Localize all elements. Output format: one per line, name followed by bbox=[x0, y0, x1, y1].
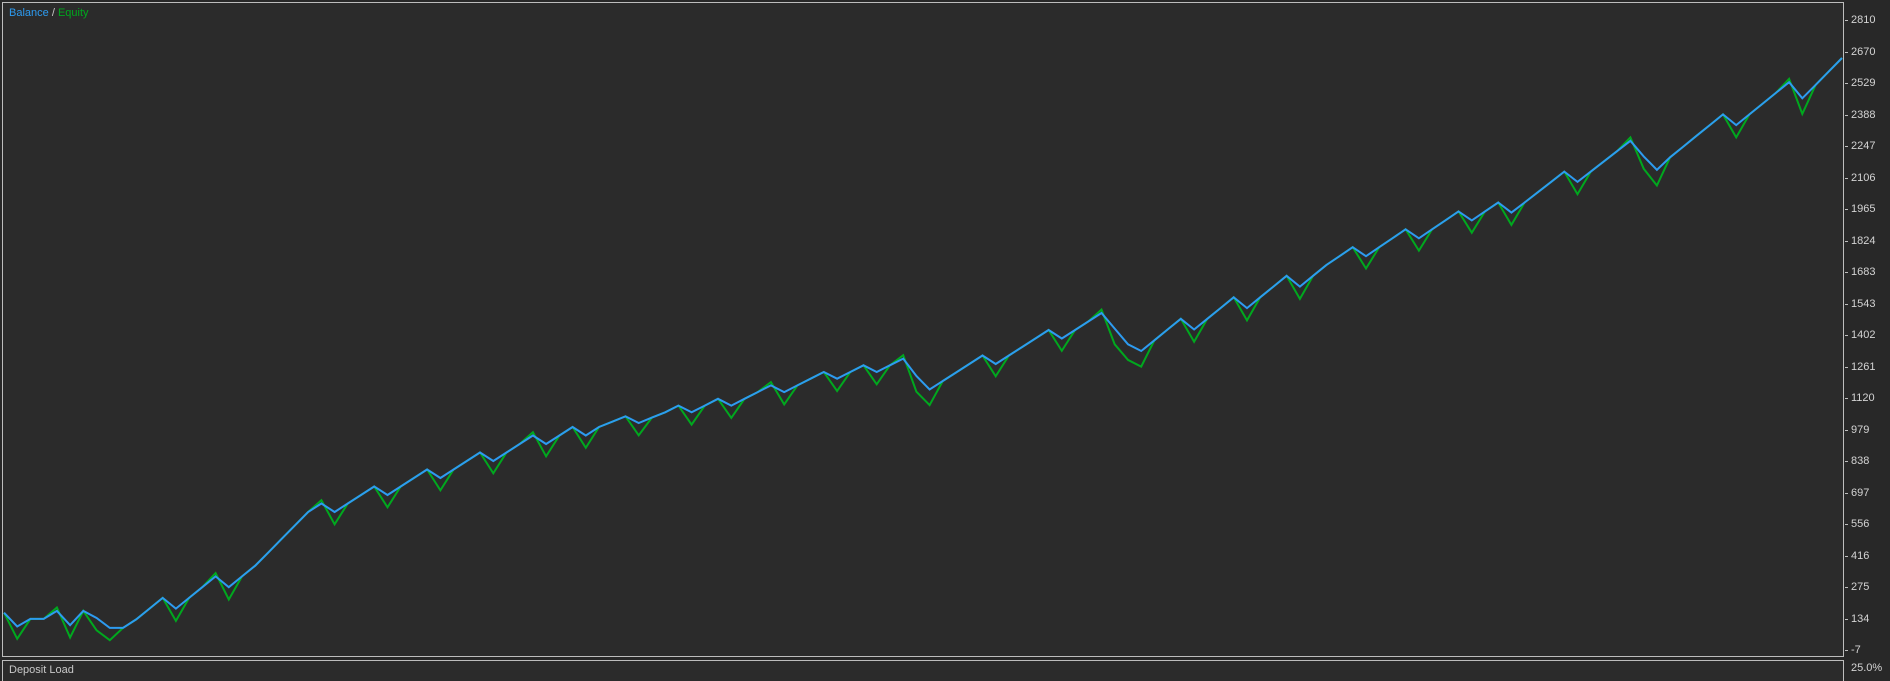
y-axis-tick bbox=[1845, 83, 1848, 84]
y-axis-tick bbox=[1845, 429, 1848, 431]
y-axis-label: 2106 bbox=[1851, 171, 1876, 184]
y-axis-tick bbox=[1845, 209, 1848, 210]
y-axis-tick bbox=[1845, 272, 1848, 273]
balance-line bbox=[3, 57, 1843, 629]
y-axis-tick bbox=[1845, 114, 1848, 116]
chart-legend: Balance / Equity bbox=[9, 7, 89, 20]
y-axis-label: 2810 bbox=[1851, 14, 1876, 26]
y-axis-label: 1683 bbox=[1851, 266, 1876, 278]
y-axis-label: 1261 bbox=[1851, 360, 1876, 373]
y-axis: 2810 2670 2529 2388 2247 2106 1965 1824 1683 1543… bbox=[1845, 0, 1890, 681]
y-axis-tick bbox=[1845, 524, 1848, 525]
y-axis-label: 1120 bbox=[1851, 392, 1875, 404]
y-axis-tick bbox=[1845, 240, 1848, 242]
y-axis-tick bbox=[1845, 146, 1848, 147]
deposit-load-pane[interactable]: Deposit Load bbox=[2, 660, 1844, 681]
y-axis-label: 2247 bbox=[1851, 140, 1876, 152]
y-axis-tick bbox=[1845, 650, 1848, 651]
equity-line bbox=[3, 57, 1843, 642]
y-axis-tick bbox=[1845, 335, 1848, 336]
legend-equity-label: Equity bbox=[57, 7, 89, 19]
legend-balance-label: Balance bbox=[9, 7, 49, 19]
y-axis-label: 275 bbox=[1851, 581, 1870, 593]
y-axis-tick bbox=[1845, 461, 1848, 462]
y-axis-tick bbox=[1845, 366, 1848, 368]
deposit-scale-top-label: 25.0% bbox=[1851, 662, 1883, 674]
y-axis-tick bbox=[1845, 555, 1848, 557]
y-axis-label: 556 bbox=[1851, 518, 1870, 530]
y-axis-tick bbox=[1845, 51, 1848, 53]
y-axis-tick bbox=[1845, 398, 1848, 399]
deposit-load-label: Deposit Load bbox=[9, 664, 74, 676]
y-axis-label: 416 bbox=[1851, 549, 1870, 562]
legend-separator: / bbox=[48, 7, 58, 19]
y-axis-label: 1824 bbox=[1851, 234, 1876, 247]
y-axis-label: 2388 bbox=[1851, 108, 1876, 121]
y-axis-label: 134 bbox=[1851, 612, 1870, 625]
y-axis-label: 2529 bbox=[1851, 77, 1876, 89]
y-axis-label: 838 bbox=[1851, 455, 1870, 467]
y-axis-label: 979 bbox=[1851, 423, 1870, 436]
y-axis-tick bbox=[1845, 20, 1848, 21]
y-axis-tick bbox=[1845, 492, 1848, 494]
chart-canvas[interactable] bbox=[3, 3, 1843, 656]
y-axis-label: 2670 bbox=[1851, 45, 1876, 58]
y-axis-tick bbox=[1845, 618, 1848, 620]
y-axis-tick bbox=[1845, 303, 1848, 305]
y-axis-tick bbox=[1845, 587, 1848, 588]
y-axis-label: 1402 bbox=[1851, 329, 1876, 341]
y-axis-label: -7 bbox=[1851, 644, 1861, 656]
y-axis-label: 697 bbox=[1851, 486, 1870, 499]
y-axis-label: 1543 bbox=[1851, 297, 1876, 310]
y-axis-tick bbox=[1845, 177, 1848, 179]
y-axis-label: 1965 bbox=[1851, 203, 1876, 215]
balance-equity-pane[interactable]: Balance / Equity bbox=[2, 2, 1844, 657]
